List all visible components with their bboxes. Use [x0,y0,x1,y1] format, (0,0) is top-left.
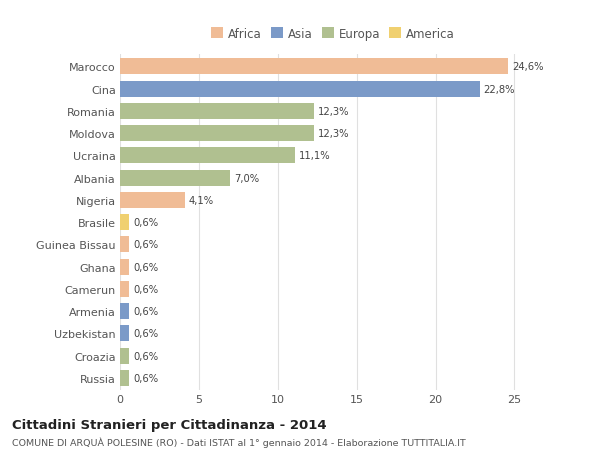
Text: 0,6%: 0,6% [133,218,158,228]
Bar [120,370,130,386]
Text: 0,6%: 0,6% [133,351,158,361]
Bar [120,59,508,75]
Text: 22,8%: 22,8% [484,84,515,95]
Text: 24,6%: 24,6% [512,62,544,72]
Text: Cittadini Stranieri per Cittadinanza - 2014: Cittadini Stranieri per Cittadinanza - 2… [12,418,326,431]
Text: 0,6%: 0,6% [133,329,158,339]
Text: 12,3%: 12,3% [318,129,350,139]
Text: 0,6%: 0,6% [133,284,158,294]
Bar [120,215,130,230]
Text: 0,6%: 0,6% [133,373,158,383]
Text: 0,6%: 0,6% [133,307,158,316]
Text: 0,6%: 0,6% [133,240,158,250]
Bar [120,237,130,253]
Bar [120,148,295,164]
Text: 0,6%: 0,6% [133,262,158,272]
Text: 4,1%: 4,1% [188,196,214,206]
Text: 11,1%: 11,1% [299,151,331,161]
Bar [120,104,314,120]
Bar [120,325,130,341]
Legend: Africa, Asia, Europa, America: Africa, Asia, Europa, America [211,28,455,40]
Bar [120,126,314,142]
Bar [120,259,130,275]
Bar [120,281,130,297]
Bar [120,303,130,319]
Bar [120,170,230,186]
Bar [120,82,480,97]
Text: 12,3%: 12,3% [318,106,350,117]
Bar [120,348,130,364]
Text: 7,0%: 7,0% [235,173,260,183]
Bar [120,192,185,208]
Text: COMUNE DI ARQUÀ POLESINE (RO) - Dati ISTAT al 1° gennaio 2014 - Elaborazione TUT: COMUNE DI ARQUÀ POLESINE (RO) - Dati IST… [12,437,466,447]
